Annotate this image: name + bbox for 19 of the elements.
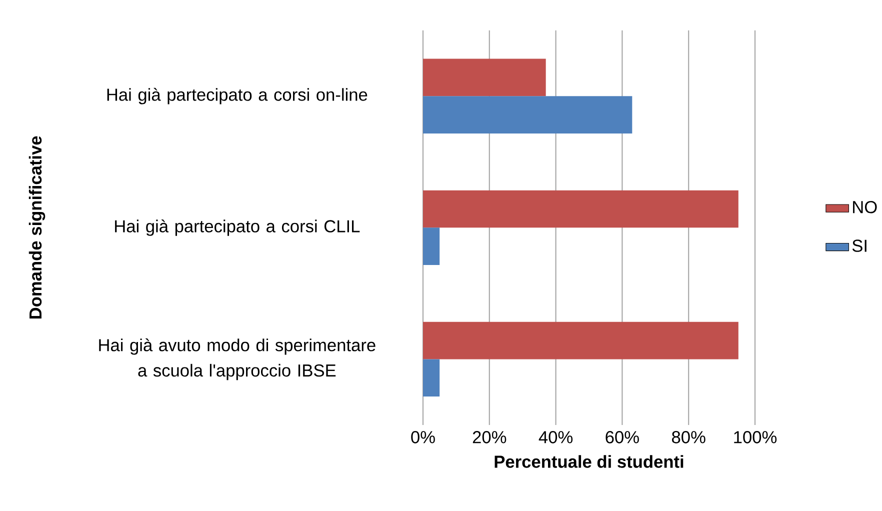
bar (423, 359, 440, 397)
y-tick-label: Hai già avuto modo di sperimentare a scuola l'approccio IBSE (99, 338, 376, 380)
bar (423, 190, 738, 228)
bar (423, 228, 440, 265)
legend-label: NO (853, 200, 877, 214)
x-tick-label: 0% (411, 431, 435, 444)
bar (423, 58, 546, 96)
y-axis-title: Domande significative (28, 136, 46, 319)
x-tick-label: 20% (472, 431, 506, 444)
x-tick-label: 100% (734, 431, 777, 444)
x-tick-label: 40% (538, 431, 573, 444)
bar (423, 322, 738, 360)
legend-label: SI (852, 240, 866, 252)
y-tick-label: Hai già partecipato a corsi on-line (107, 88, 368, 104)
x-tick-label: 60% (606, 431, 639, 444)
bar (423, 96, 632, 134)
x-axis-title: Percentuale di studenti (494, 455, 684, 468)
y-tick-label: Hai già partecipato a corsi CLIL (115, 219, 360, 236)
x-tick-label: 80% (672, 431, 706, 444)
